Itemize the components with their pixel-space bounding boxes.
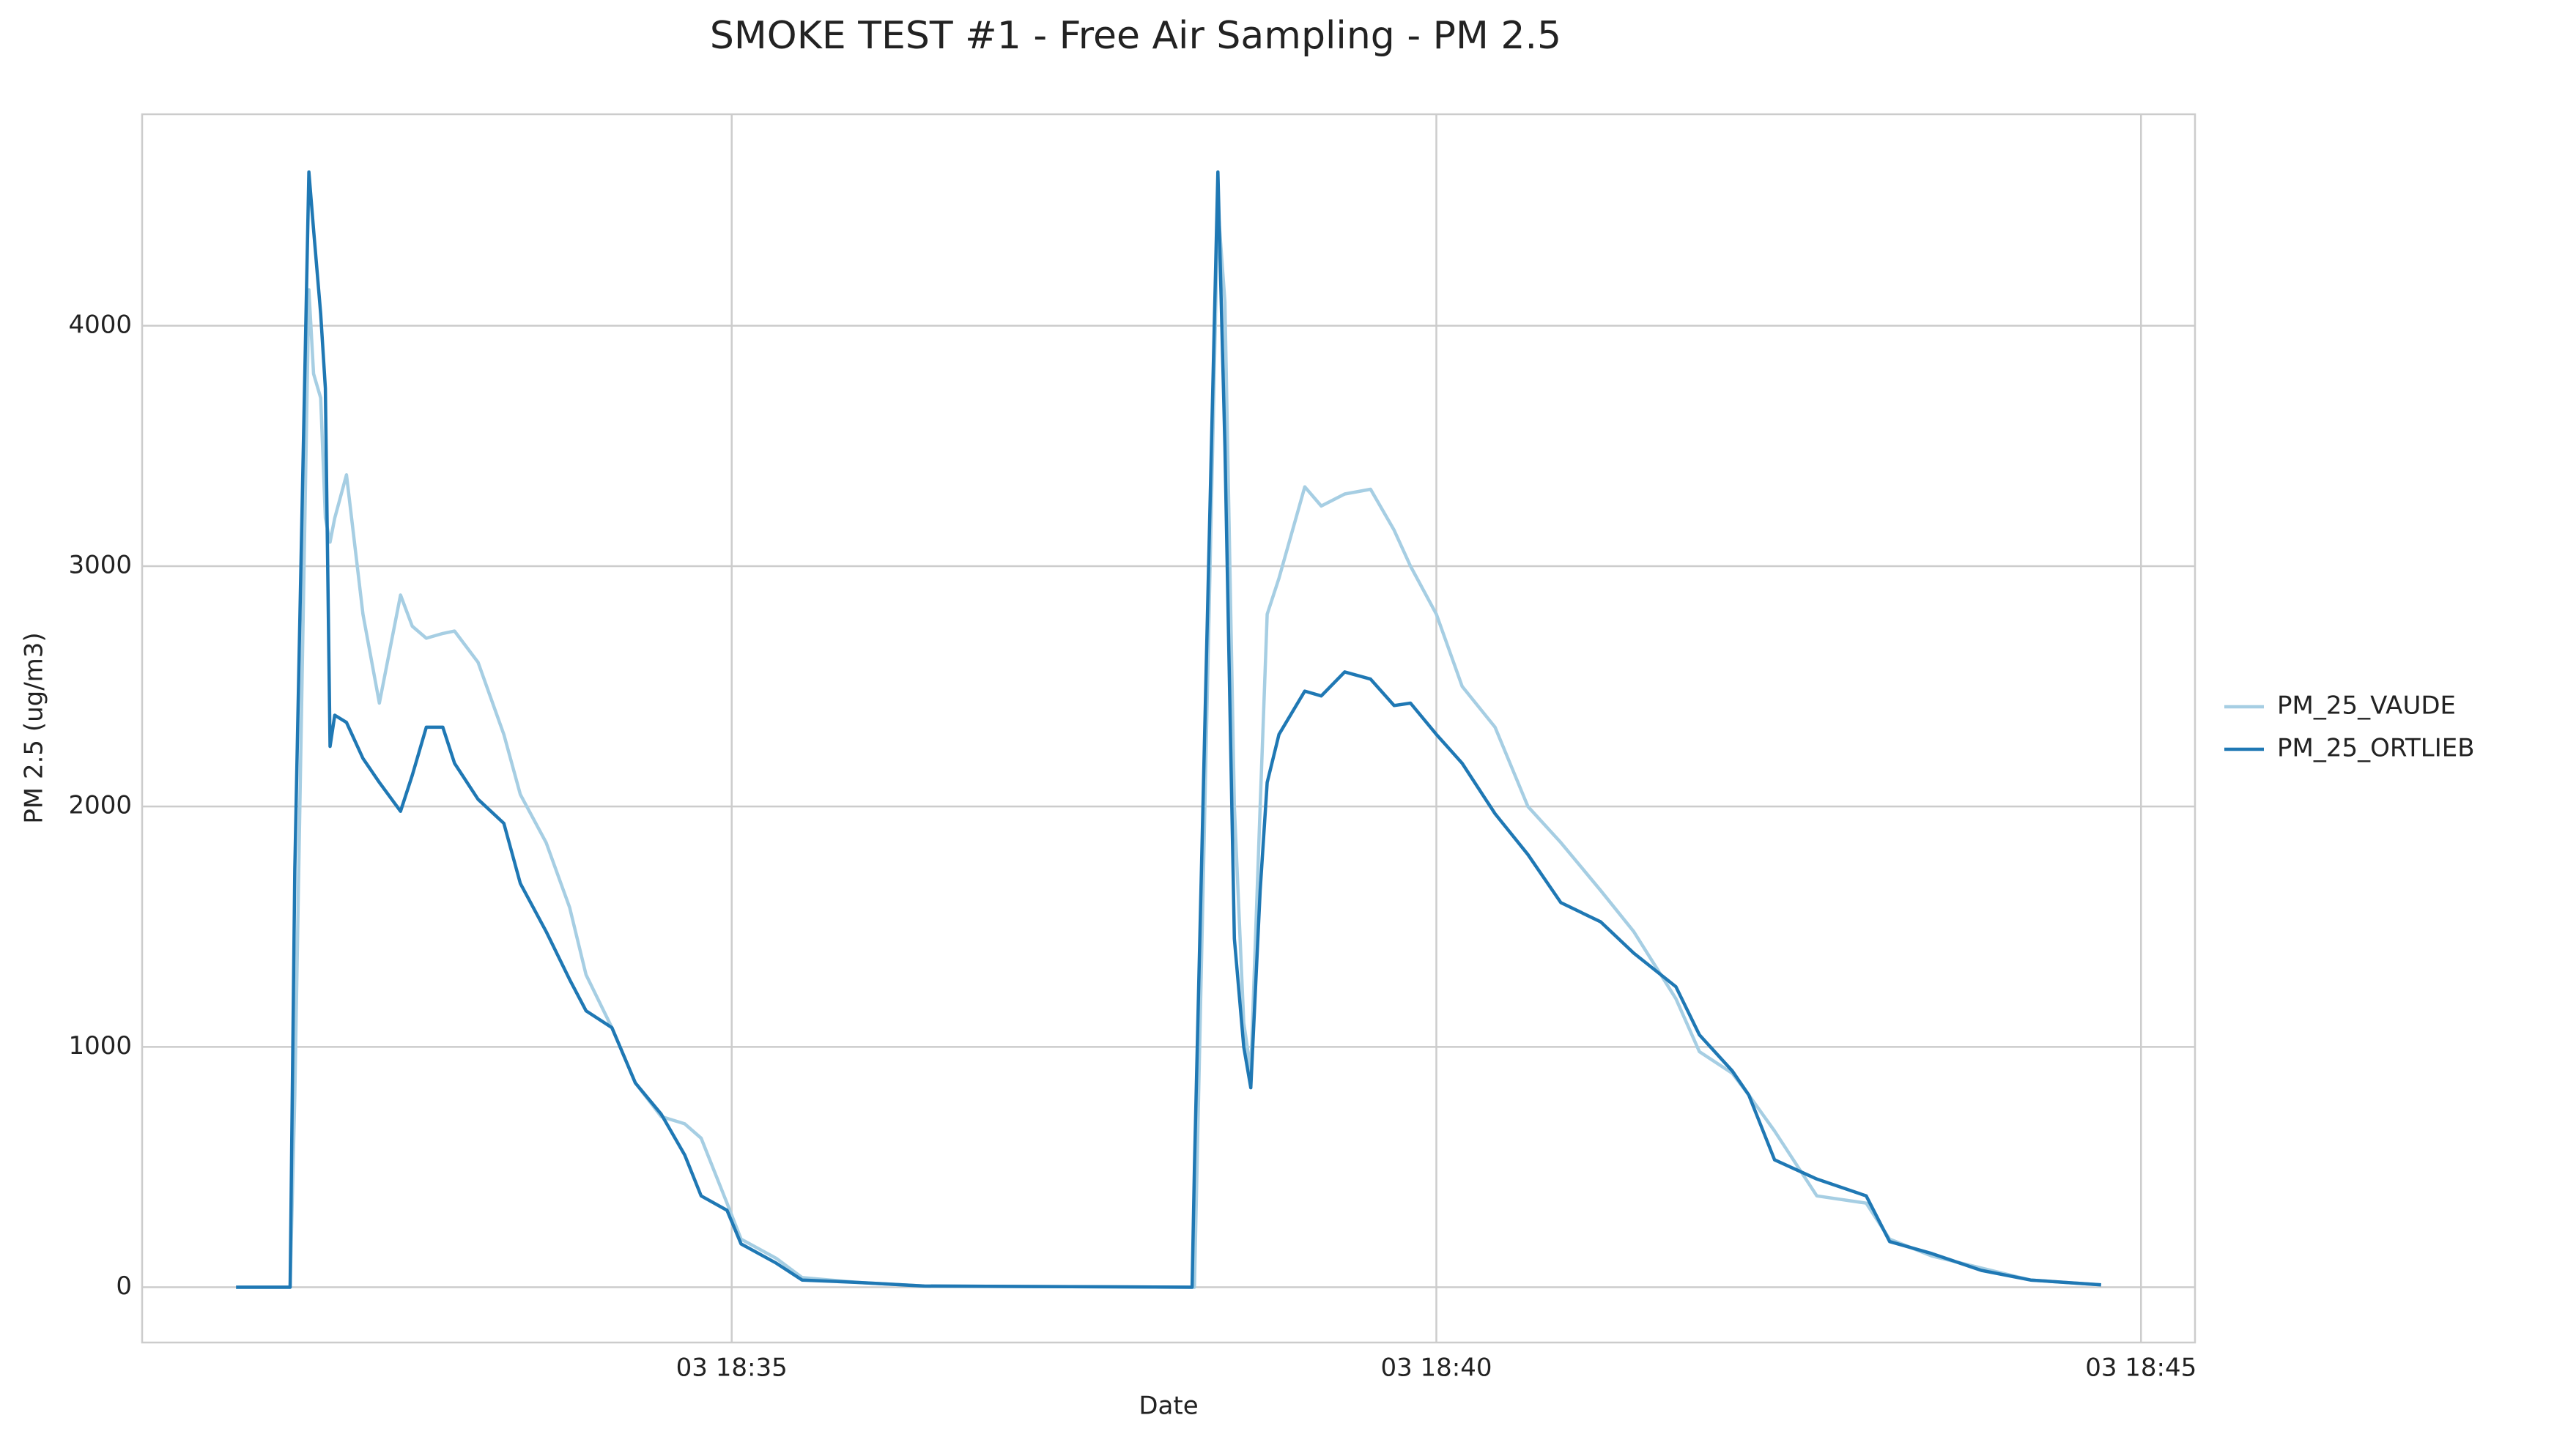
x-tick-label: 03 18:40 (1380, 1354, 1492, 1383)
y-tick-label: 3000 (68, 550, 132, 579)
x-tick-label: 03 18:45 (2085, 1354, 2196, 1383)
y-tick-label: 1000 (68, 1031, 132, 1061)
x-tick-label: 03 18:35 (676, 1354, 788, 1383)
data-line (236, 170, 2101, 1289)
x-axis-label: Date (1139, 1392, 1198, 1421)
y-axis-label: PM 2.5 (ug/m3) (20, 632, 49, 823)
y-tick-label: 0 (116, 1271, 132, 1301)
legend-label: PM_25_VAUDE (2277, 691, 2456, 721)
y-tick-label: 4000 (68, 310, 132, 339)
y-tick-label: 2000 (68, 791, 132, 820)
plot-frame (141, 113, 2196, 1344)
chart-title: SMOKE TEST #1 - Free Air Sampling - PM 2… (710, 14, 1561, 58)
legend-label: PM_25_ORTLIEB (2277, 734, 2475, 763)
